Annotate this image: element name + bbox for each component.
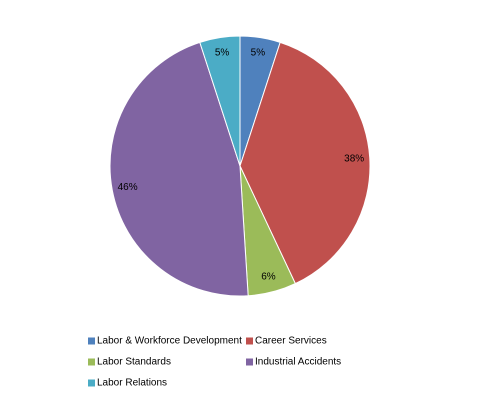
data-label: 5% (251, 48, 266, 59)
legend-marker (88, 379, 95, 387)
data-label: 5% (215, 48, 230, 59)
data-label: 6% (261, 271, 276, 282)
legend-label: Career Services (255, 336, 327, 347)
pie-slice (239, 41, 371, 285)
legend-marker (246, 337, 253, 345)
legend-marker (88, 358, 95, 366)
legend-label: Industrial Accidents (255, 357, 341, 368)
pie-slice (199, 35, 241, 167)
pie-slice (109, 41, 249, 297)
data-label: 46% (118, 182, 138, 193)
data-label: 38% (344, 153, 364, 164)
legend-marker (246, 358, 253, 366)
legend-marker (88, 337, 95, 345)
legend-label: Labor Standards (97, 357, 171, 368)
legend-label: Labor Relations (97, 378, 167, 389)
legend-label: Labor & Workforce Development (97, 336, 242, 347)
